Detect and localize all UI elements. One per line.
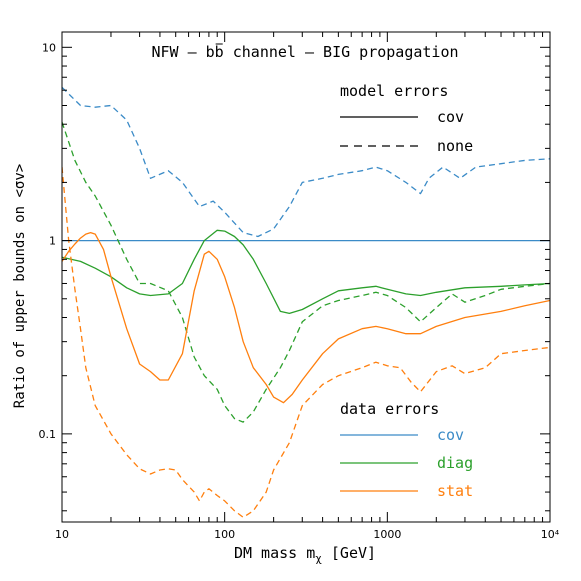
x-tick-label: 100 xyxy=(214,528,235,541)
legend-model-title: model errors xyxy=(340,82,448,100)
y-tick-label: 10 xyxy=(42,41,56,54)
title-prefix: NFW – xyxy=(151,43,205,61)
y-axis-label: Ratio of upper bounds on <σv> xyxy=(12,164,28,408)
x-tick-label: 1000 xyxy=(373,528,401,541)
series-line-diag-solid xyxy=(62,229,550,315)
series-line-stat-solid xyxy=(62,231,550,404)
legend-data-diag-label: diag xyxy=(437,454,473,472)
title-suffix: channel – BIG propagation xyxy=(224,43,459,61)
x-label-subscript: χ xyxy=(315,552,322,565)
x-label-unit: [GeV] xyxy=(322,544,376,562)
chart-title: NFW – bb channel – BIG propagation xyxy=(151,43,458,61)
series-line-diag-dashed xyxy=(62,121,550,423)
series-line-cov-dashed xyxy=(62,86,550,238)
legend-data-title: data errors xyxy=(340,400,439,418)
legend-model-errors: model errors cov none xyxy=(340,82,473,155)
legend-data-stat-label: stat xyxy=(437,482,473,500)
legend-data-cov-label: cov xyxy=(437,426,464,444)
x-label-main: DM mass m xyxy=(234,544,315,562)
legend-data-errors: data errors cov diag stat xyxy=(340,400,473,500)
legend-model-none-label: none xyxy=(437,137,473,155)
x-axis-label: DM mass mχ [GeV] xyxy=(234,544,376,565)
x-tick-label: 10⁴ xyxy=(541,528,560,541)
legend-model-cov-label: cov xyxy=(437,108,464,126)
series-layer xyxy=(62,86,550,518)
series-line-stat-dashed xyxy=(62,167,550,518)
ticks-layer: 10 100 1000 10⁴ 0.1 1 10 xyxy=(39,32,560,541)
plot-frame xyxy=(61,31,551,523)
y-tick-label: 1 xyxy=(49,235,56,248)
x-tick-label: 10 xyxy=(55,528,69,541)
title-bb: bb xyxy=(206,43,224,61)
y-tick-label: 0.1 xyxy=(39,428,57,441)
